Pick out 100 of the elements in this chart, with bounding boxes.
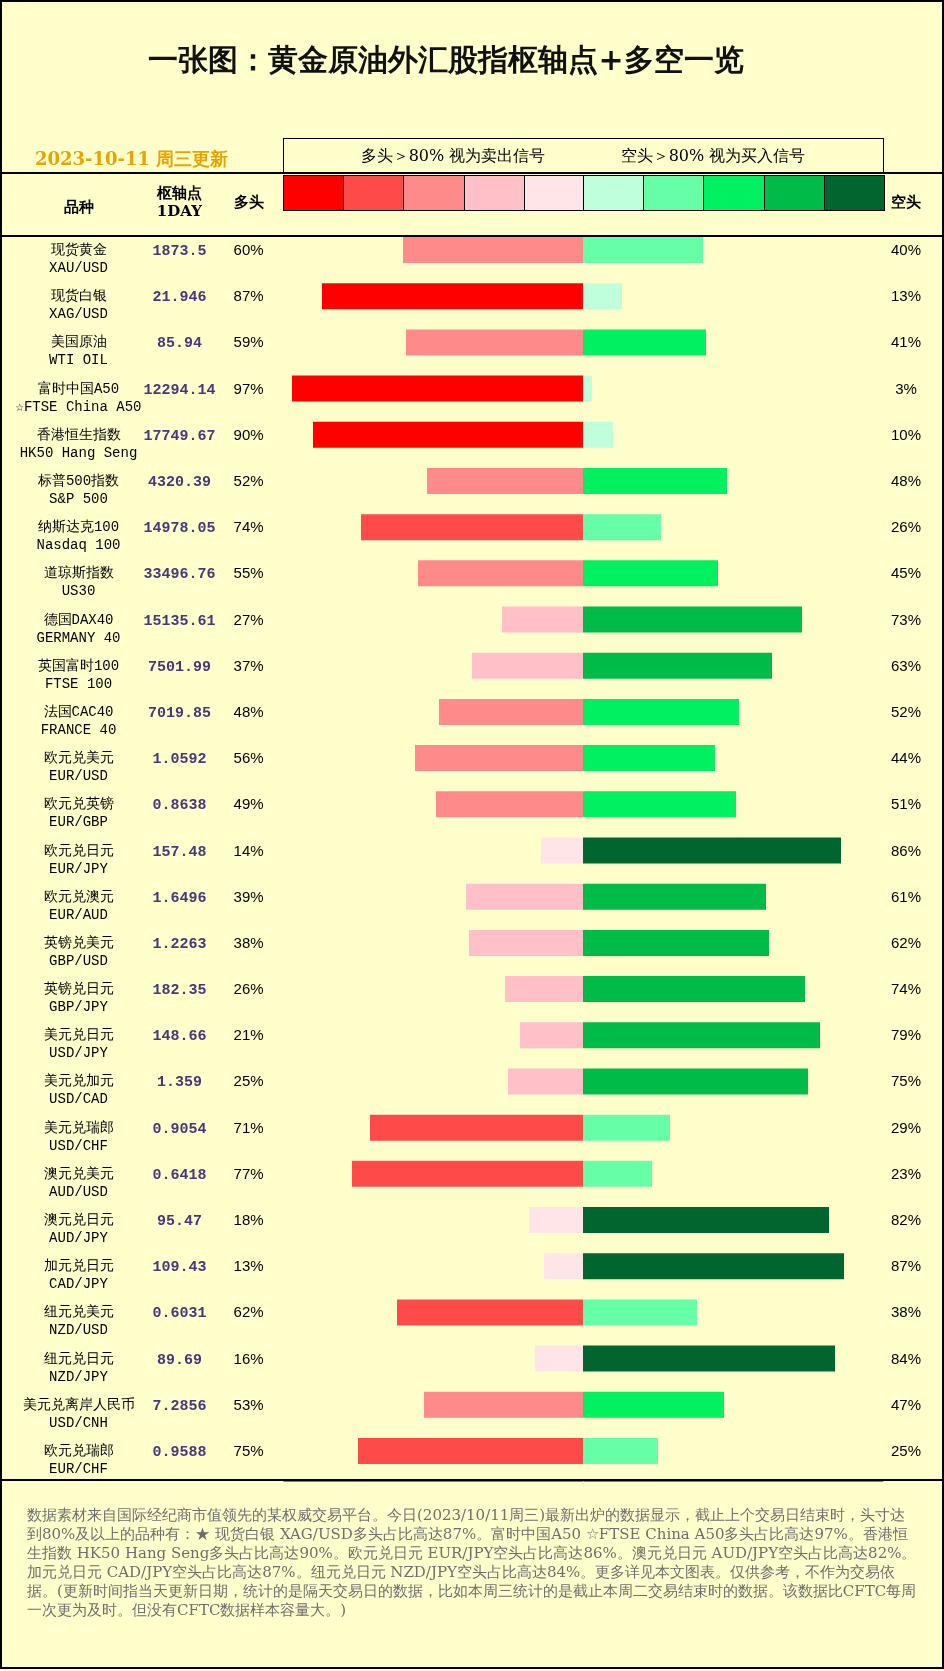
y-tick-label: 富时中国A50 ☆FTSE China A50 <box>15 380 142 415</box>
data-label: 79% <box>890 1026 922 1044</box>
data-label: 47% <box>890 1395 922 1413</box>
data-label: 49% <box>233 795 264 813</box>
data-label: 77% <box>233 1164 264 1182</box>
y-tick-label: 欧元兑瑞郎 EUR/CHF <box>43 1443 114 1477</box>
data-label: 37% <box>233 656 264 674</box>
data-label: 0.8638 <box>152 797 207 815</box>
y-tick-label: 现货黄金 XAU/USD <box>49 242 108 276</box>
data-label: 62% <box>233 1303 264 1321</box>
data-label: 26% <box>233 980 264 998</box>
y-tick-label: 香港恒生指数 HK50 Hang Seng <box>19 426 138 461</box>
data-label: 14978.05 <box>143 520 216 538</box>
y-tick-label: 英镑兑日元 GBP/JPY <box>43 981 114 1016</box>
data-label: 75% <box>233 1442 264 1459</box>
data-label: 71% <box>233 1118 264 1136</box>
data-label: 1.0592 <box>152 751 207 769</box>
data-label: 73% <box>890 610 922 628</box>
data-label: 29% <box>890 1118 922 1136</box>
bar <box>583 1160 652 1187</box>
data-label: 85.94 <box>156 335 202 353</box>
data-label: 75% <box>890 1072 922 1090</box>
data-label: 38% <box>890 1303 922 1321</box>
data-label: 148.66 <box>152 1028 207 1046</box>
y-tick-label: 欧元兑美元 EUR/USD <box>43 750 114 785</box>
y-tick-label: 美国原油 WTI OIL <box>49 334 108 369</box>
data-label: 7.2856 <box>152 1397 207 1415</box>
y-tick-label: 澳元兑美元 AUD/USD <box>43 1165 114 1200</box>
data-label: 52% <box>233 471 264 489</box>
bar <box>583 283 622 310</box>
data-label: 1873.5 <box>152 243 207 260</box>
y-tick-label: 英国富时100 FTSE 100 <box>37 657 120 692</box>
data-label: 82% <box>890 1211 922 1229</box>
y-tick-label: 澳元兑日元 AUD/JPY <box>43 1212 114 1247</box>
data-label: 1.6496 <box>152 889 207 907</box>
y-tick-label: 美元兑加元 USD/CAD <box>43 1073 114 1108</box>
data-label: 55% <box>233 564 264 582</box>
data-label: 157.48 <box>152 843 207 861</box>
data-label: 23% <box>890 1164 922 1182</box>
data-label: 60% <box>233 241 264 258</box>
data-label: 109.43 <box>152 1259 207 1277</box>
data-label: 15135.61 <box>143 612 216 630</box>
chart-title: 一张图：黄金原油外汇股指枢轴点+多空一览 <box>147 41 745 79</box>
data-label: 63% <box>890 656 922 674</box>
data-label: 3% <box>895 379 917 397</box>
data-label: 17749.67 <box>143 427 216 445</box>
data-label: 48% <box>890 471 922 489</box>
data-label: 51% <box>890 795 922 813</box>
data-label: 1.2263 <box>152 935 207 953</box>
data-label: 45% <box>890 564 922 582</box>
bar <box>583 421 613 448</box>
data-label: 48% <box>233 702 264 720</box>
y-tick-label: 加元兑日元 CAD/JPY <box>43 1258 114 1293</box>
text: 数据素材来自国际经纪商市值领先的某权威交易平台。今日(2023/10/11周三)最新出炉的数据显示，截止上个交易日结束时，头寸达到80%及以上的品种有：★ 现货白银 XAG/USD多头占比高达87%。富时中国A50 ☆FTSE China A50多头占比高达97%。香港恒生指数 HK50 Hang Seng多头占比高达90%。欧元兑日元 EUR/JPY空头占比高达86%。澳元兑日元 AUD/JPY空头占比高达82%。加元兑日元 CAD/JPY空头占比高达87%。纽元兑日元 NZD/JPY空头占比高达84%。更多详见本文图表。仅供参考，不作为交易依据。(更新时间指当天更新日期，统计的是隔天交易日的数据，比如本周三统计的是截止本周二交易结束时的数据。该数据比CFTC每周一次更为及时。但没有CFTC数据样本容量大。) <box>27 1506 918 1620</box>
y-tick-label: 纳斯达克100 Nasdaq 100 <box>36 519 121 554</box>
text: 空头＞80% 视为买入信号 <box>619 146 807 167</box>
data-label: 74% <box>890 980 922 998</box>
text: 2023-10-11 周三更新 <box>35 147 229 171</box>
bar <box>541 837 583 864</box>
y-tick-label: 美元兑瑞郎 USD/CHF <box>43 1119 114 1154</box>
data-label: 13% <box>890 287 922 305</box>
bar <box>520 1022 583 1049</box>
bar <box>529 1207 583 1234</box>
bar <box>583 375 592 402</box>
data-label: 10% <box>890 425 922 443</box>
data-label: 40% <box>890 241 922 258</box>
data-label: 86% <box>890 841 922 859</box>
data-label: 89.69 <box>156 1351 202 1369</box>
data-label: 0.9054 <box>152 1120 207 1138</box>
data-label: 4320.39 <box>147 473 211 491</box>
y-tick-label: 欧元兑澳元 EUR/AUD <box>43 888 114 923</box>
data-label: 59% <box>233 333 264 351</box>
data-label: 84% <box>890 1349 922 1367</box>
y-tick-label: 德国DAX40 GERMANY 40 <box>36 611 121 646</box>
data-label: 0.6031 <box>152 1305 207 1323</box>
y-tick-label: 纽元兑美元 NZD/USD <box>43 1304 114 1339</box>
y-axis-title: 品种 <box>63 198 94 216</box>
data-label: 7019.85 <box>147 704 211 722</box>
data-label: 14% <box>233 841 264 859</box>
data-label: 53% <box>233 1395 264 1413</box>
y-tick-label: 现货白银 XAG/USD <box>49 288 108 323</box>
legend-label: 空头 <box>890 192 922 211</box>
data-label: 21% <box>233 1026 264 1044</box>
data-label: 97% <box>233 379 264 397</box>
bar <box>544 1253 583 1280</box>
data-label: 87% <box>233 287 264 305</box>
data-label: 25% <box>233 1072 264 1090</box>
y-tick-label: 欧元兑英镑 EUR/GBP <box>43 796 114 831</box>
y-tick-label: 美元兑日元 USD/JPY <box>43 1027 114 1062</box>
bar <box>535 1345 583 1372</box>
data-label: 25% <box>890 1442 922 1459</box>
data-label: 21.946 <box>152 289 207 307</box>
data-label: 74% <box>233 518 264 536</box>
data-label: 62% <box>890 933 922 951</box>
data-label: 87% <box>890 1257 922 1275</box>
data-label: 1.359 <box>156 1074 202 1092</box>
data-label: 52% <box>890 702 922 720</box>
text: 多头＞80% 视为卖出信号 <box>359 146 547 167</box>
data-label: 182.35 <box>152 982 207 1000</box>
text: 枢轴点 1DAY <box>155 183 203 220</box>
